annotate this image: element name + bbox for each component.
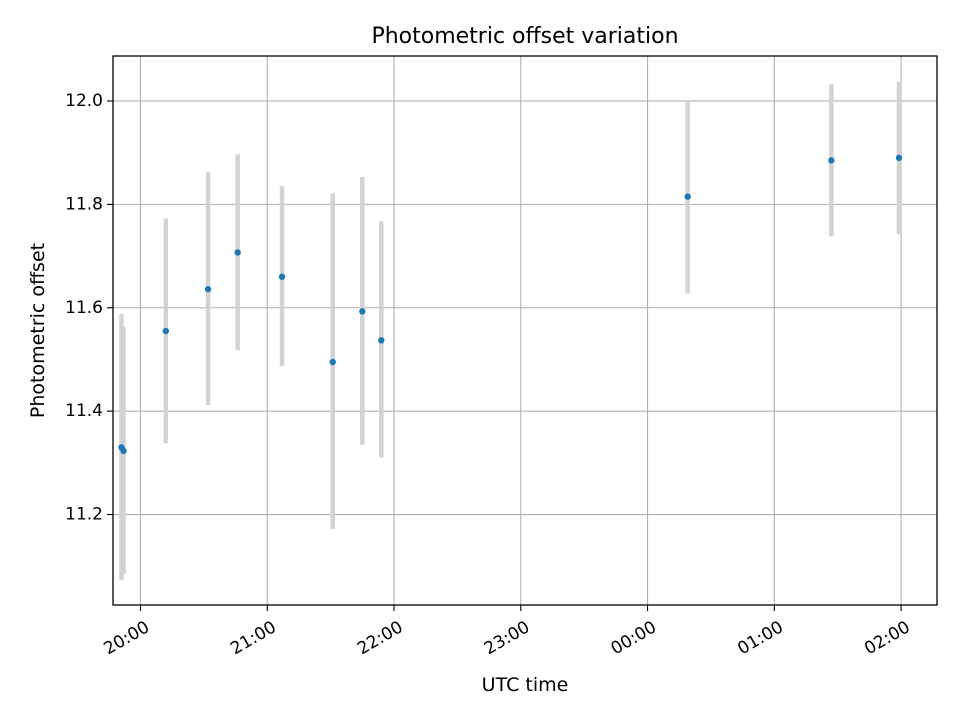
data-point [120, 447, 127, 455]
data-points [118, 154, 903, 455]
data-point [359, 308, 366, 315]
plot-area [113, 56, 937, 605]
y-tick-label: 11.4 [65, 401, 103, 421]
grid [113, 56, 937, 605]
y-tick-label: 11.6 [65, 298, 103, 318]
data-point [895, 154, 903, 162]
y-tick-label: 12.0 [65, 91, 103, 111]
plot-frame [112, 55, 938, 606]
data-point [828, 157, 835, 164]
y-tick-label: 11.2 [65, 505, 103, 525]
y-tick-label: 11.8 [65, 194, 103, 214]
x-axis-label: UTC time [482, 674, 569, 696]
data-point [204, 285, 212, 293]
data-point [329, 358, 336, 366]
data-point [378, 337, 385, 344]
chart-title: Photometric offset variation [371, 24, 678, 49]
data-point [162, 327, 170, 335]
data-point [684, 193, 691, 200]
data-point [278, 273, 286, 280]
data-point [234, 249, 241, 256]
y-axis-label: Photometric offset [27, 243, 49, 418]
